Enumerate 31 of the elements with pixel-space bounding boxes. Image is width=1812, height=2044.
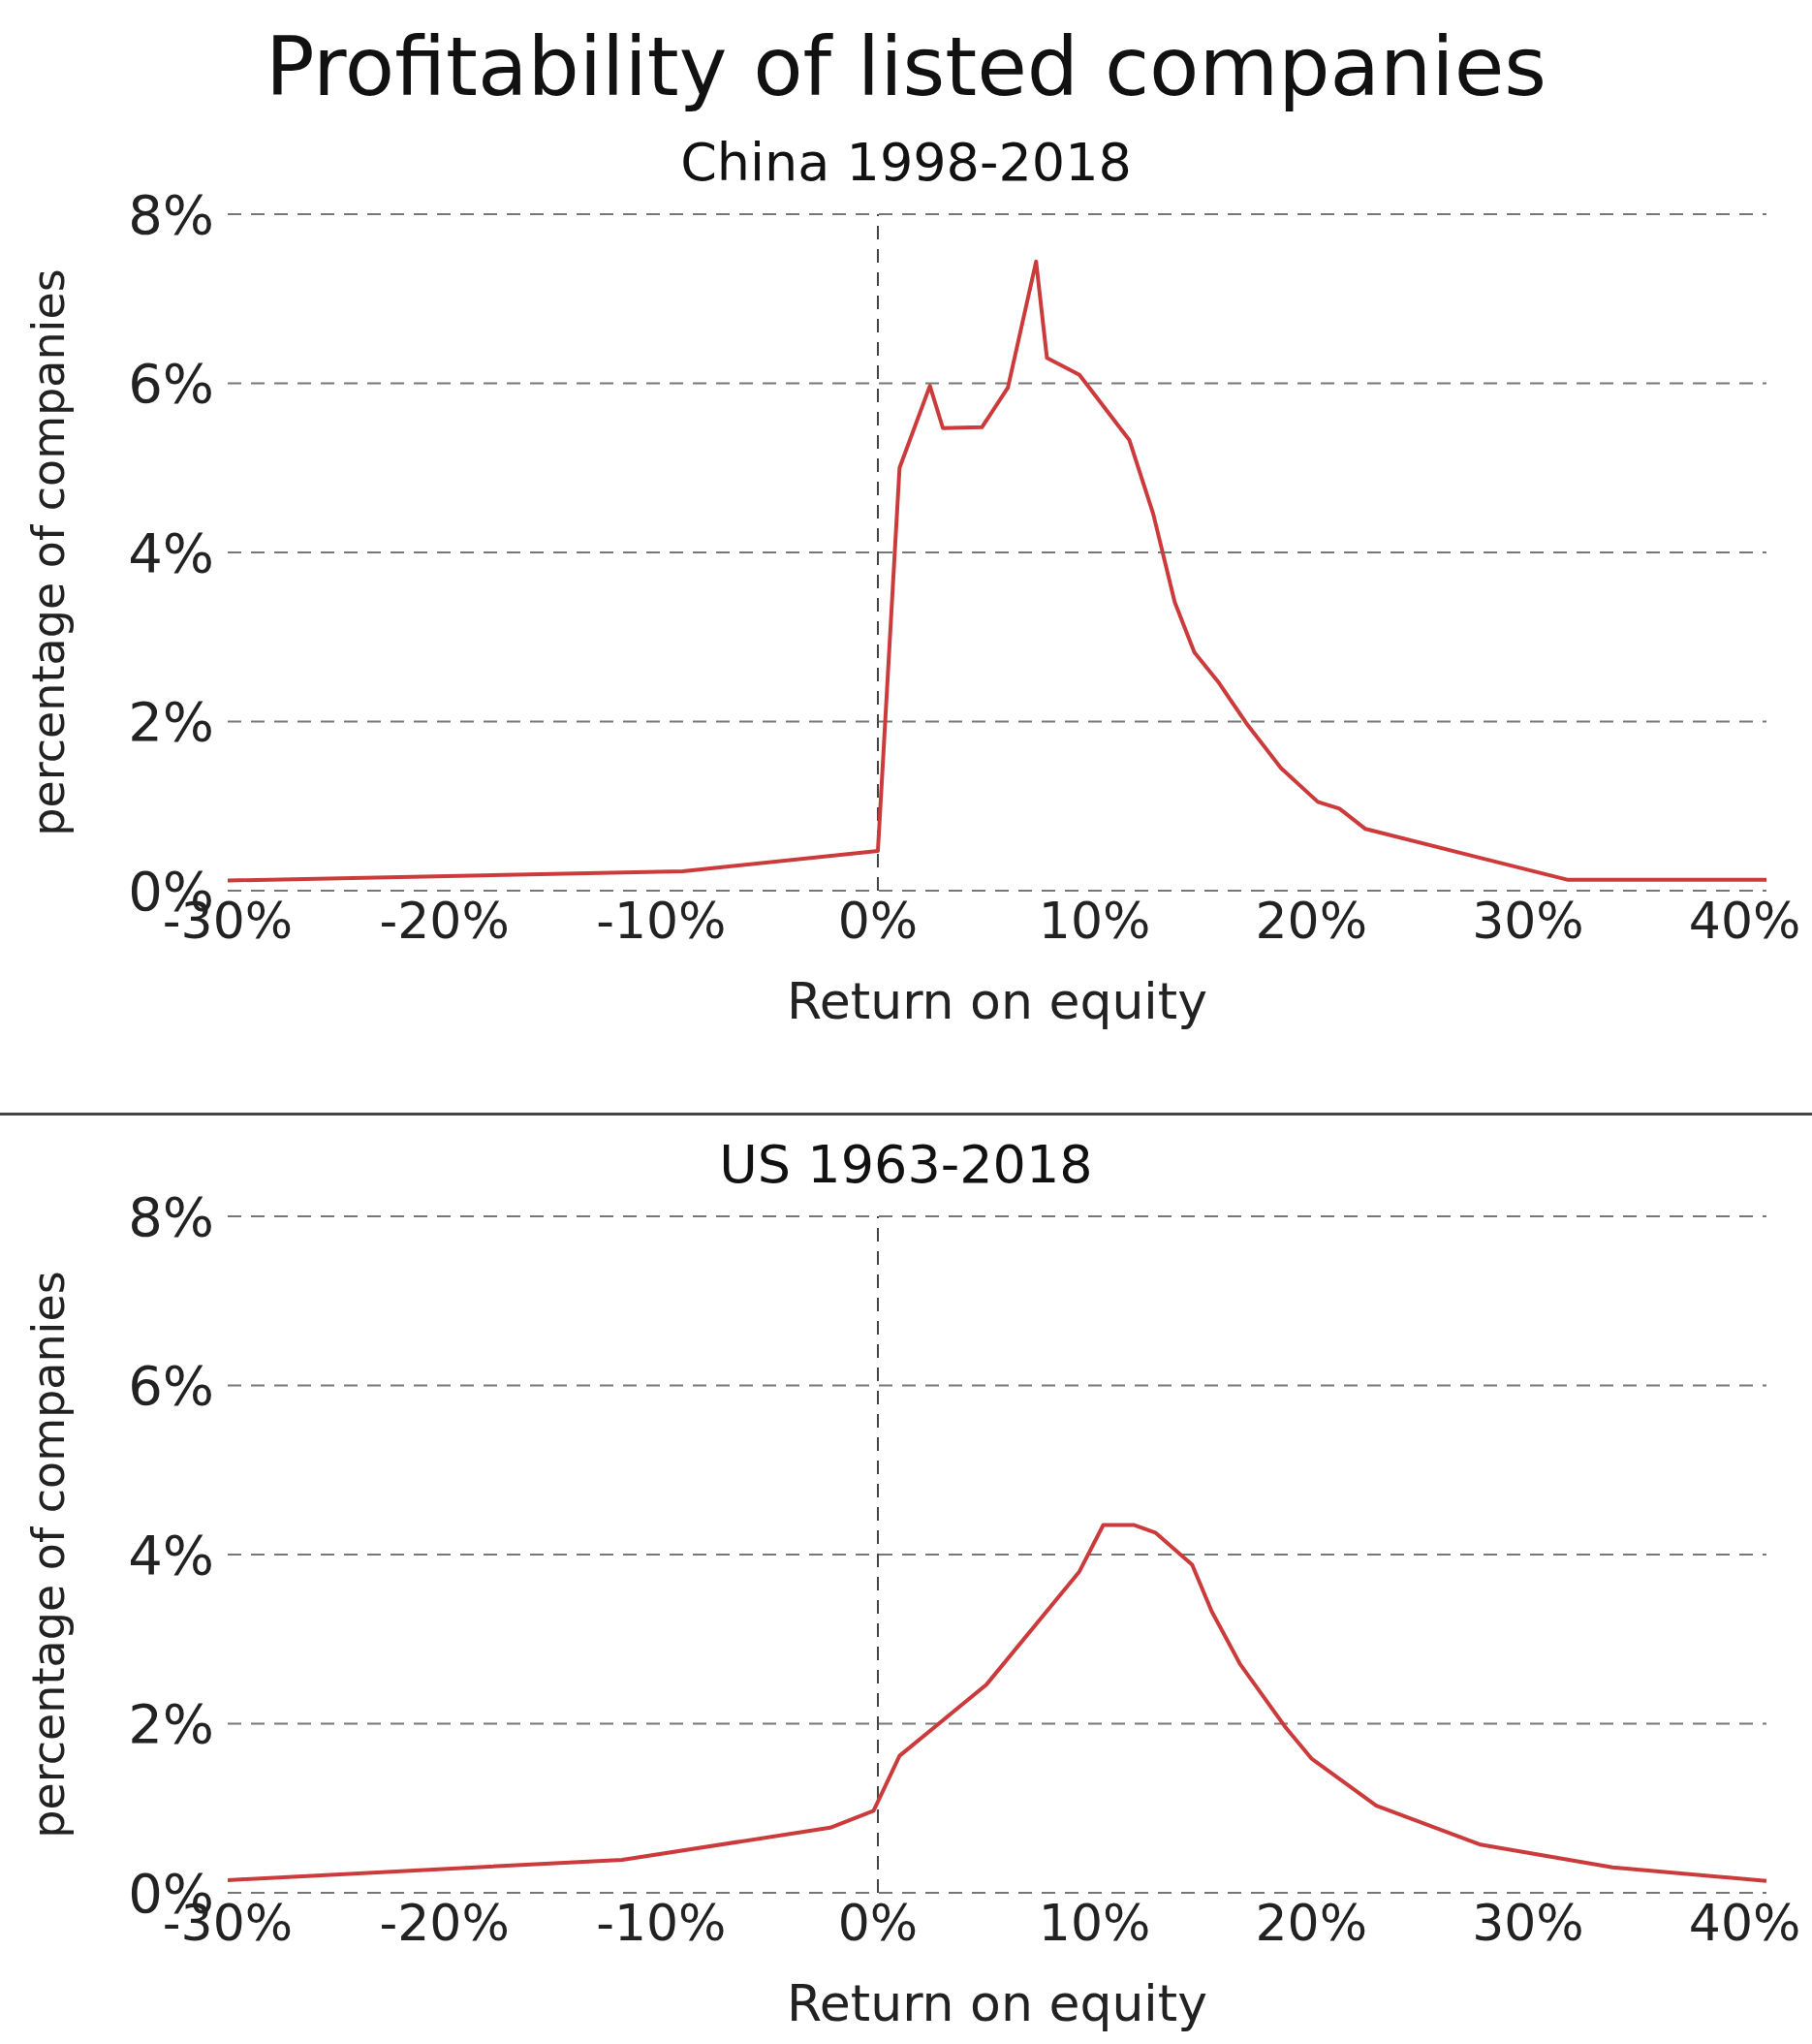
y-tick-label: 2% [128, 690, 214, 754]
x-tick-label: 20% [1255, 1893, 1368, 1952]
x-tick-label: 40% [1688, 891, 1801, 950]
x-tick-label: -20% [379, 1893, 510, 1952]
line-series [228, 259, 1766, 883]
y-tick-label: 4% [128, 1523, 214, 1587]
y-axis-title: percentage of companies [22, 268, 76, 836]
x-tick-label: 0% [837, 1893, 919, 1952]
y-tick-label: 6% [128, 1354, 214, 1418]
x-tick-label: -20% [379, 891, 510, 950]
y-tick-label: 6% [128, 352, 214, 416]
x-tick-label: 30% [1472, 1893, 1584, 1952]
x-tick-label: -10% [596, 1893, 727, 1952]
line-series [228, 1523, 1766, 1883]
y-tick-label: 4% [128, 520, 214, 584]
chart-subtitle: US 1963-2018 [719, 1134, 1093, 1195]
x-tick-label: 30% [1472, 891, 1584, 950]
y-tick-label: 8% [128, 1184, 214, 1248]
chart-title: Profitability of listed companies [264, 19, 1548, 114]
x-tick-label: 40% [1688, 1893, 1801, 1952]
x-tick-label: -10% [596, 891, 727, 950]
x-tick-label: 10% [1038, 1893, 1151, 1952]
chart-subtitle: China 1998-2018 [680, 132, 1132, 193]
x-tick-label: 20% [1255, 891, 1368, 950]
y-tick-label: 2% [128, 1692, 214, 1756]
y-tick-label: 8% [128, 182, 214, 246]
x-tick-label: 0% [837, 891, 919, 950]
x-axis-title: Return on equity [787, 972, 1207, 1030]
x-axis-title: Return on equity [787, 1974, 1207, 2032]
y-axis-title: percentage of companies [22, 1271, 76, 1839]
x-tick-label: 10% [1038, 891, 1151, 950]
